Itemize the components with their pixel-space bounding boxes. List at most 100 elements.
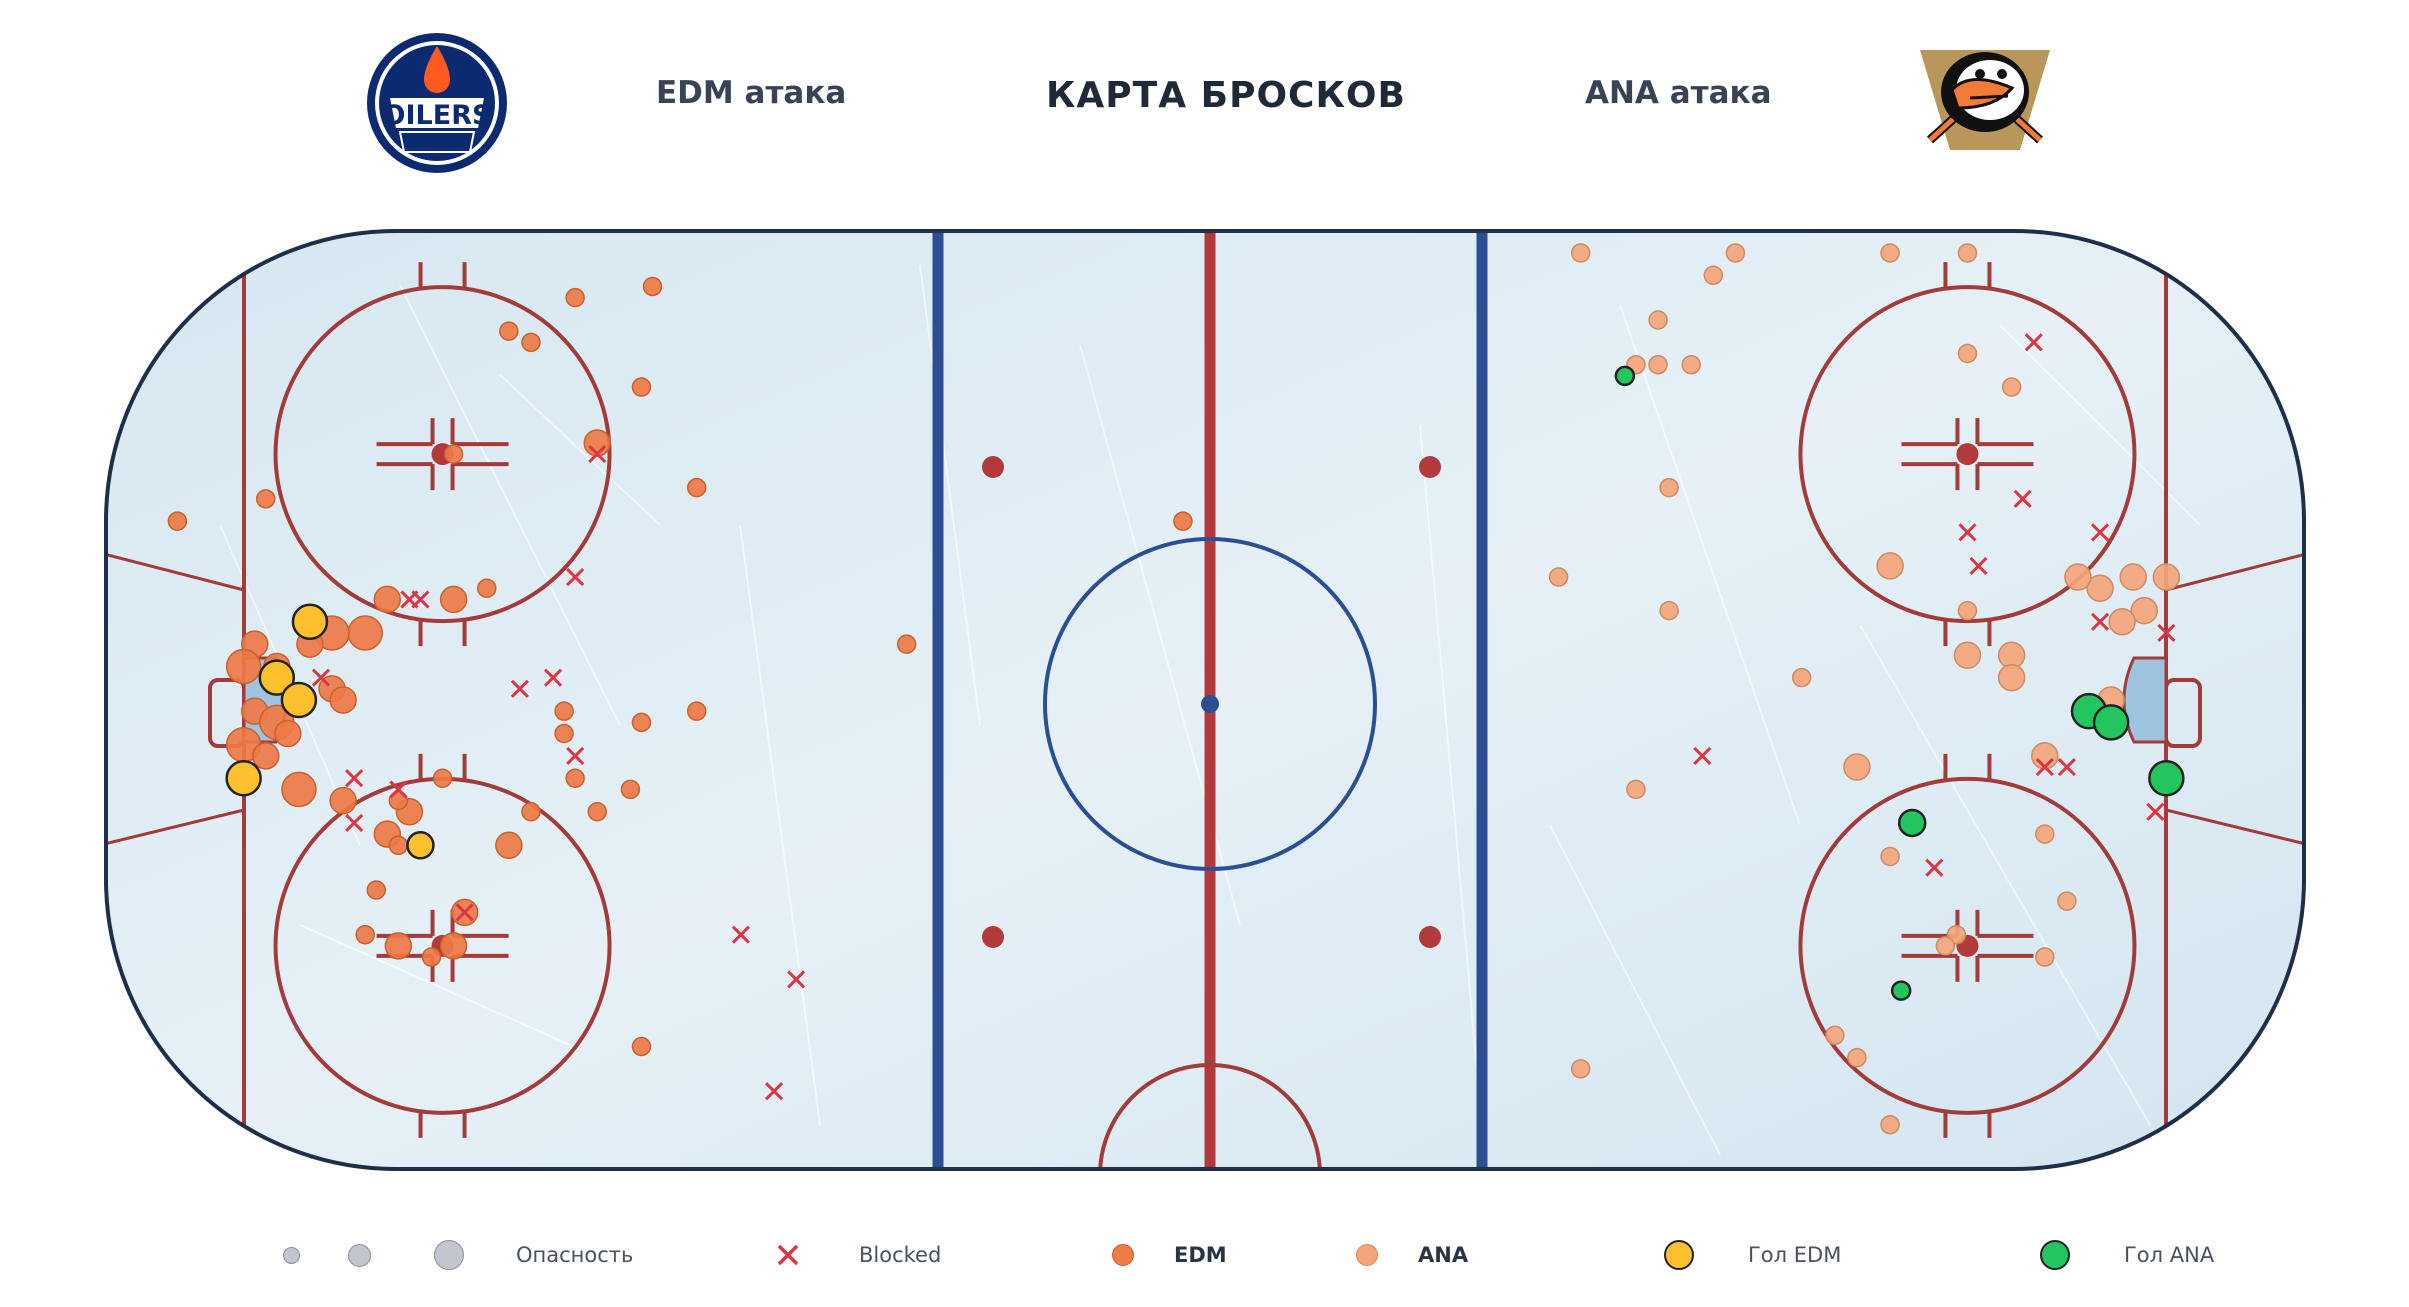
oilers-logo-text: OILERS: [383, 100, 492, 131]
legend-ana: ANA: [1356, 1230, 1468, 1280]
blocked-shot: [2090, 612, 2110, 631]
edm-shot: [554, 701, 574, 721]
ana-shot: [1847, 1047, 1867, 1068]
blocked-shot: [455, 903, 474, 922]
blocked-shot: [1969, 556, 1988, 575]
faceoff-hash-marks: [1901, 262, 2034, 647]
edm-shot: [554, 723, 574, 744]
edm-shot: [686, 477, 707, 498]
faceoff-circle: [1798, 285, 2137, 624]
ana-attack-label: ANA атака: [1585, 75, 1772, 111]
edm-shot: [347, 615, 383, 651]
ana-shot: [1548, 567, 1569, 587]
blocked-x-icon: [777, 1244, 799, 1266]
faceoff-circle: [1798, 776, 2137, 1115]
edm-shot: [274, 719, 302, 748]
danger-size-medium: [348, 1243, 371, 1267]
edm-shot: [439, 932, 468, 960]
blocked-shot: [566, 567, 585, 587]
blocked-shot: [345, 813, 364, 833]
legend-goal-edm: Гол EDM: [1664, 1230, 1841, 1280]
blocked-shot: [311, 668, 331, 687]
blocked-shot: [2157, 623, 2176, 643]
edm-shot: [432, 768, 453, 788]
edm-shot: [1173, 511, 1193, 531]
edm-shot: [631, 377, 652, 397]
ana-shot: [1659, 477, 1679, 498]
ana-shot: [2064, 563, 2092, 591]
ana-shot: [1957, 600, 1978, 621]
ana-shot: [1957, 343, 1978, 364]
edm-shot: [355, 924, 375, 945]
edm-goal: [258, 659, 296, 696]
page-title: КАРТА БРОСКОВ: [1046, 75, 1406, 116]
edm-shot: [388, 790, 409, 811]
blocked-shot: [2013, 489, 2032, 508]
ana-shot-icon: [1356, 1244, 1378, 1266]
ana-shot: [1791, 667, 1812, 688]
edm-shot: [642, 276, 663, 297]
ana-shot: [1880, 846, 1900, 867]
edm-shot: [686, 701, 707, 721]
ana-shot: [1953, 641, 1982, 670]
ana-shot: [1880, 243, 1900, 263]
ana-shot: [2152, 563, 2181, 591]
edm-shot: [495, 831, 523, 860]
edm-goal: [291, 603, 329, 641]
edm-goal: [225, 759, 262, 797]
faceoff-hash-marks: [376, 262, 509, 647]
ana-shot: [1648, 310, 1668, 330]
blocked-shot: [1925, 858, 1944, 877]
legend: Опасность Blocked EDM ANA Гол EDM Гол AN…: [0, 1230, 2409, 1280]
faceoff-hash-marks: [1901, 753, 2034, 1138]
blocked-shot: [1958, 523, 1977, 542]
ana-goal: [1890, 980, 1912, 1001]
legend-edm: EDM: [1112, 1230, 1227, 1280]
ana-shot: [2086, 574, 2114, 602]
edm-shot: [587, 802, 607, 822]
edm-shot: [631, 712, 652, 733]
ana-shot: [2001, 377, 2022, 397]
legend-blocked: Blocked: [775, 1230, 941, 1280]
rink-chart: [104, 229, 2306, 1171]
edm-shot: [252, 742, 280, 770]
ana-shot: [1626, 779, 1646, 800]
edm-shot: [477, 578, 497, 598]
blocked-shot: [2090, 523, 2110, 542]
blocked-shot: [345, 769, 364, 788]
ana-goal: [1897, 808, 1927, 838]
ana-shot: [2119, 563, 2147, 591]
ana-shot: [1648, 354, 1668, 375]
edm-shot-icon: [1112, 1244, 1134, 1266]
ana-shot: [2035, 947, 2055, 967]
ana-shot: [2130, 596, 2158, 625]
blocked-shot: [764, 1082, 784, 1101]
legend-edm-label: EDM: [1174, 1243, 1227, 1267]
legend-goal-ana: Гол ANA: [2040, 1230, 2214, 1280]
blocked-shot: [588, 445, 607, 464]
ana-shot: [1876, 552, 1904, 580]
ana-shot: [1997, 663, 2026, 692]
legend-danger-label: Опасность: [516, 1243, 634, 1267]
edm-shot: [388, 835, 409, 856]
edm-shot: [256, 489, 276, 509]
edm-shot: [421, 947, 442, 967]
blocked-shot: [400, 590, 419, 609]
ana-shot: [2108, 608, 2136, 636]
edm-goal-icon: [1664, 1240, 1694, 1270]
danger-size-large: [434, 1240, 464, 1270]
ana-shot: [1681, 354, 1701, 375]
ana-goal: [1614, 365, 1636, 387]
edm-shot: [373, 585, 402, 614]
edm-shot: [521, 332, 541, 353]
ana-shot: [1935, 936, 1956, 956]
blocked-shot: [566, 746, 585, 765]
ana-shot: [1570, 1059, 1591, 1079]
blocked-shot: [731, 925, 750, 944]
ana-shot: [1659, 600, 1679, 621]
blocked-shot: [510, 679, 529, 698]
blocked-shot: [787, 970, 806, 989]
ana-shot: [1825, 1025, 1845, 1046]
edm-shot: [329, 786, 357, 815]
edm-shot: [620, 779, 641, 800]
